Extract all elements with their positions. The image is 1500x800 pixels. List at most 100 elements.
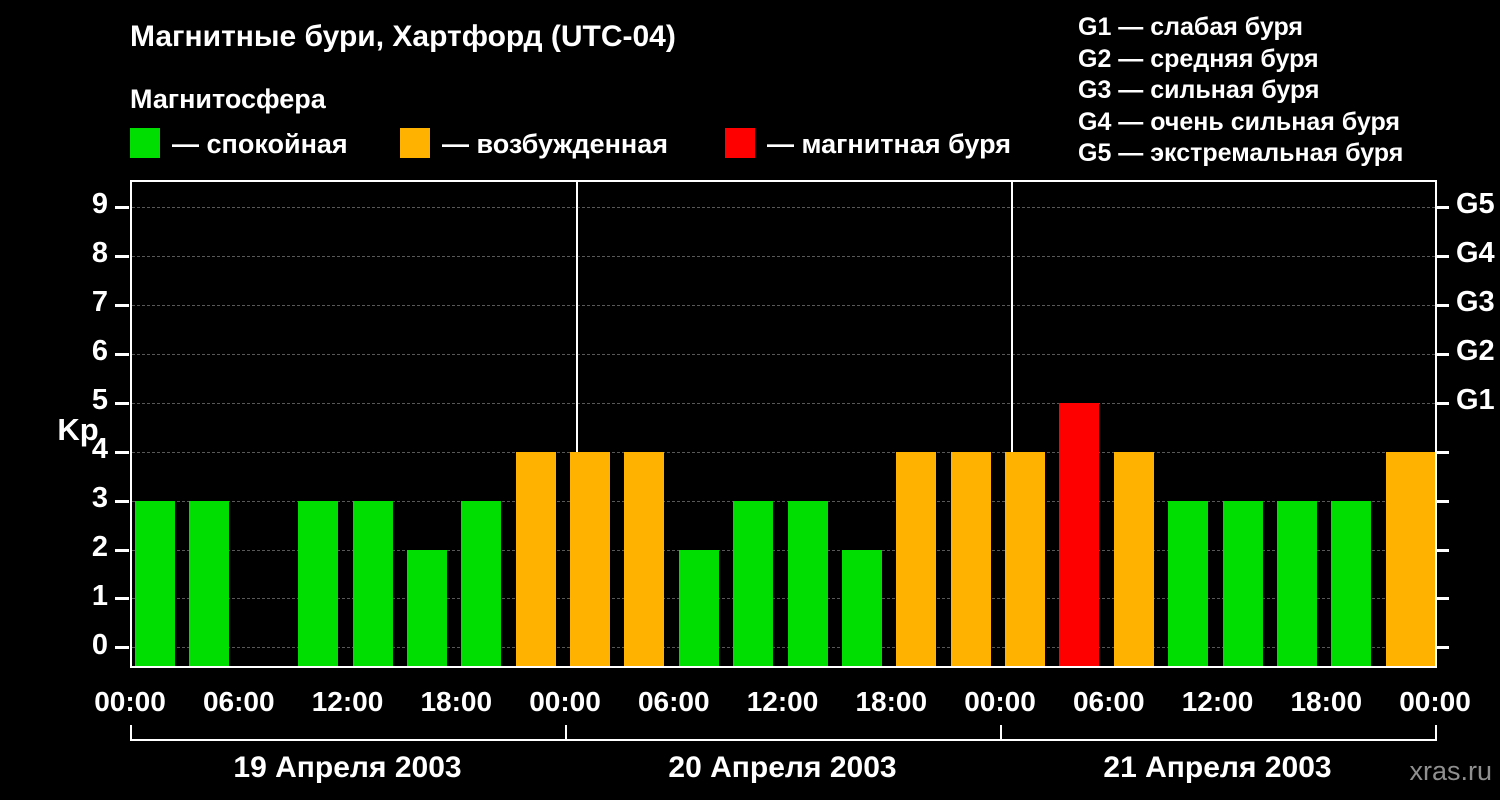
y-tick-label: 1 [91,579,108,612]
y-tick-mark-left [115,548,129,552]
y-tick-mark-left [115,597,129,601]
x-time-label: 06:00 [202,686,275,717]
y-tick-mark-right [1437,450,1449,454]
x-time-label: 00:00 [964,686,1036,717]
kp-bar [570,452,610,666]
y-tick-label: 0 [91,628,108,661]
y-tick-label: 4 [91,433,108,466]
chart-title: Магнитные бури, Хартфорд (UTC-04) [130,20,676,53]
legend-item-label: — магнитная буря [767,129,1011,159]
x-time-label: 12:00 [311,686,384,717]
kp-bar [1222,501,1263,666]
storm-scale-legend: G1 — слабая буря G2 — средняя буря G3 — … [1078,12,1403,170]
kp-bar [787,501,828,666]
y-tick-mark-left [115,401,129,405]
kp-bar [298,501,339,666]
day-divider-line [576,182,578,666]
kp-bar [1168,501,1209,666]
kp-bar-partial [1424,452,1435,666]
kp-bar [733,501,774,666]
kp-bar [189,501,230,666]
plot-area [130,180,1437,668]
storm-scale-item-g1: G1 — слабая буря [1078,13,1304,41]
y-tick-mark-right [1437,597,1449,601]
kp-bar [841,550,882,666]
kp-bar [1005,452,1045,666]
gridline [132,353,1435,355]
day-divider-line [1011,182,1013,666]
y-axis-title: Kp [57,412,99,447]
y-tick-mark-right [1437,254,1449,258]
x-time-label: 00:00 [529,686,601,717]
y-tick-label: 7 [91,286,108,319]
day-label: 19 Апреля 2003 [233,751,462,784]
kp-bar [461,501,502,666]
storm-scale-item-g5: G5 — экстремальная буря [1078,139,1404,167]
y-tick-label: 9 [91,188,108,221]
watermark: xras.ru [1409,756,1492,786]
x-time-label: 18:00 [420,686,493,717]
y-tick-mark-right [1437,205,1449,209]
date-axis-line [130,739,1437,741]
gridline [132,500,1435,502]
x-time-label: 06:00 [637,686,710,717]
y-tick-mark-left [115,303,129,307]
gridline [132,598,1435,600]
y-tick-mark-left [115,254,129,258]
gridline [132,304,1435,306]
x-time-label: 12:00 [746,686,819,717]
y-tick-label: 3 [91,482,108,515]
kp-bar [515,452,556,666]
kp-bar [1059,403,1100,666]
storm-scale-item-g4: G4 — очень сильная буря [1078,107,1400,136]
legend-heading: Магнитосфера [130,84,326,114]
y-tick-label: 8 [91,237,108,270]
y-tick-mark-right [1437,401,1449,405]
y-tick-mark-right [1437,646,1449,650]
gridline [132,549,1435,551]
y-tick-mark-left [115,646,129,650]
x-time-label: 18:00 [855,686,928,717]
kp-bar [678,550,719,666]
x-time-label: 00:00 [94,686,166,717]
excited-color-swatch [400,128,430,158]
kp-bar [135,501,175,666]
y-tick-mark-left [115,205,129,209]
date-axis-tick [565,725,567,741]
y-tick-label: 6 [91,335,108,368]
kp-bar [1113,452,1154,666]
y-tick-mark-left [115,352,129,356]
date-axis-tick [1000,725,1002,741]
y-tick-mark-right [1437,303,1449,307]
storm-scale-item-g3: G3 — сильная буря [1078,76,1320,104]
date-axis-tick [130,725,132,741]
storm-scale-item-g2: G2 — средняя буря [1078,44,1319,73]
kp-bar [1276,501,1317,666]
gridline [132,647,1435,649]
kp-bar [352,501,393,666]
kp-bar [406,550,447,666]
day-label: 20 Апреля 2003 [668,751,897,784]
x-time-label: 06:00 [1072,686,1145,717]
y-tick-mark-right [1437,499,1449,503]
date-axis-tick [1435,725,1437,741]
legend-item-label: — возбужденная [442,129,668,159]
g-scale-label: G3 [1456,286,1495,319]
kp-bar [1385,452,1426,666]
y-tick-mark-left [115,450,129,454]
gridline [132,255,1435,257]
gridline [132,206,1435,208]
gridline [132,451,1435,453]
x-time-label: 00:00 [1399,686,1471,717]
y-tick-mark-right [1437,352,1449,356]
y-tick-label: 2 [91,531,108,564]
g-scale-label: G1 [1456,384,1495,417]
y-tick-mark-right [1437,548,1449,552]
g-scale-label: G4 [1456,237,1495,270]
x-time-label: 12:00 [1181,686,1254,717]
storm-color-swatch [725,128,755,158]
g-scale-label: G5 [1456,188,1495,221]
legend-item-label: — спокойная [172,129,348,159]
kp-bar [1331,501,1372,666]
g-scale-label: G2 [1456,335,1495,368]
